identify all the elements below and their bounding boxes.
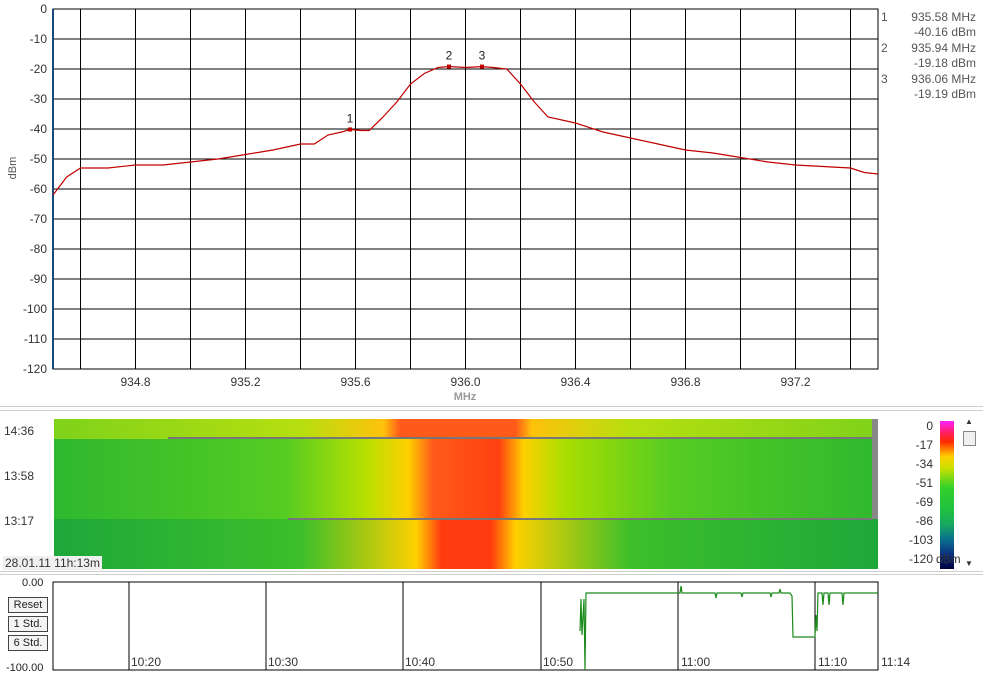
scale-label: -120 bbox=[908, 552, 933, 566]
y-tick-label: -70 bbox=[30, 212, 48, 226]
x-tick-label: 934.8 bbox=[120, 375, 150, 389]
marker-entry-1: 1 935.58 MHz -40.16 dBm bbox=[878, 10, 978, 41]
x-tick-label: 935.2 bbox=[230, 375, 260, 389]
y-tick-label: -30 bbox=[30, 92, 48, 106]
spectrum-chart[interactable]: dBm MHz 0 -10 -20 -30 -40 -50 -60 -70 -80 -90 -100… bbox=[0, 0, 880, 406]
history-time-label: 10:20 bbox=[131, 655, 162, 669]
marker-legend: 1 935.58 MHz -40.16 dBm 2 935.94 MHz -19… bbox=[878, 10, 978, 103]
scale-label: -103 bbox=[908, 533, 933, 547]
history-time-label: 11:14 bbox=[881, 655, 911, 669]
marker-point bbox=[447, 64, 451, 69]
marker-label: 1 bbox=[347, 111, 354, 125]
history-chart[interactable] bbox=[0, 575, 880, 683]
y-tick-label: -90 bbox=[30, 272, 48, 286]
scale-label: -86 bbox=[915, 514, 933, 528]
waterfall-date-label: 28.01.11 11h:13m bbox=[3, 556, 102, 570]
history-plot-frame bbox=[52, 581, 879, 671]
history-time-label: 10:40 bbox=[405, 655, 436, 669]
history-time-label: 11:00 bbox=[681, 655, 711, 669]
x-tick-label: 935.6 bbox=[340, 375, 370, 389]
history-trace bbox=[579, 585, 878, 671]
six-std-button[interactable]: 6 Std. bbox=[8, 635, 48, 651]
y-tick-label: -100 bbox=[23, 302, 47, 316]
marker-level: -19.18 dBm bbox=[913, 56, 976, 70]
spectrum-panel: dBm MHz 0 -10 -20 -30 -40 -50 -60 -70 -80 -90 -100… bbox=[0, 0, 983, 407]
marker-point bbox=[480, 64, 484, 69]
scale-unit: dBm bbox=[936, 552, 961, 566]
y-tick-label: -20 bbox=[30, 62, 48, 76]
marker-number: 3 bbox=[881, 72, 888, 86]
reset-button[interactable]: Reset bbox=[8, 597, 48, 613]
waterfall-band-top bbox=[54, 419, 878, 439]
y-tick-label: 0 bbox=[40, 2, 47, 16]
history-panel: 0.00 -100.00 Reset 1 Std. 6 Std. 10:20 1… bbox=[0, 574, 983, 683]
scale-label: -69 bbox=[915, 495, 933, 509]
x-axis-label: MHz bbox=[454, 391, 477, 403]
marker-frequency: 936.06 MHz bbox=[911, 72, 976, 86]
y-tick-label: -110 bbox=[24, 332, 47, 346]
marker-frequency: 935.94 MHz bbox=[911, 41, 976, 55]
one-std-button[interactable]: 1 Std. bbox=[8, 616, 48, 632]
waterfall-panel: 14:36 13:58 13:17 28.01.11 11h:13m 0 -17… bbox=[0, 410, 983, 572]
waterfall-time-label: 14:36 bbox=[4, 424, 35, 438]
history-time-label: 11:10 bbox=[818, 655, 848, 669]
waterfall-time-label: 13:58 bbox=[4, 469, 35, 483]
marker-point bbox=[348, 127, 352, 132]
x-tick-label: 936.0 bbox=[450, 375, 480, 389]
y-tick-label: -50 bbox=[30, 152, 48, 166]
y-tick-label: -10 bbox=[30, 32, 48, 46]
y-axis-label: dBm bbox=[7, 157, 19, 180]
waterfall-gap-edge bbox=[872, 419, 878, 519]
marker-number: 2 bbox=[881, 41, 888, 55]
y-tick-label: -40 bbox=[30, 122, 48, 136]
x-tick-label: 936.8 bbox=[670, 375, 700, 389]
history-y-top: 0.00 bbox=[22, 577, 44, 589]
color-scale bbox=[940, 421, 954, 569]
marker-frequency: 935.58 MHz bbox=[911, 10, 976, 24]
history-y-bottom: -100.00 bbox=[6, 662, 44, 674]
marker-number: 1 bbox=[881, 10, 888, 24]
x-tick-label: 937.2 bbox=[780, 375, 810, 389]
scroll-thumb[interactable] bbox=[963, 431, 976, 446]
y-tick-label: -80 bbox=[30, 242, 48, 256]
waterfall-display[interactable] bbox=[0, 411, 880, 571]
history-time-label: 10:50 bbox=[543, 655, 574, 669]
marker-level: -19.19 dBm bbox=[913, 87, 976, 101]
waterfall-band-mid bbox=[54, 439, 878, 519]
scale-label: -17 bbox=[915, 438, 933, 452]
scroll-down-arrow-icon[interactable]: ▼ bbox=[965, 559, 973, 568]
marker-entry-2: 2 935.94 MHz -19.18 dBm bbox=[878, 41, 978, 72]
x-tick-label: 936.4 bbox=[560, 375, 590, 389]
marker-label: 2 bbox=[446, 49, 453, 63]
marker-entry-3: 3 936.06 MHz -19.19 dBm bbox=[878, 72, 978, 103]
spectrum-trace bbox=[52, 65, 879, 196]
scroll-up-arrow-icon[interactable]: ▲ bbox=[965, 417, 973, 426]
scale-label: -34 bbox=[915, 457, 933, 471]
history-time-label: 10:30 bbox=[268, 655, 299, 669]
y-tick-label: -60 bbox=[30, 182, 48, 196]
waterfall-time-label: 13:17 bbox=[4, 514, 35, 528]
scale-scrollbar[interactable]: ▲ ▼ bbox=[962, 417, 976, 569]
y-tick-label: -120 bbox=[23, 362, 47, 376]
marker-level: -40.16 dBm bbox=[913, 25, 976, 39]
scale-label: -51 bbox=[915, 476, 933, 490]
waterfall-band-bottom bbox=[54, 519, 878, 569]
scale-label: 0 bbox=[926, 419, 933, 433]
marker-label: 3 bbox=[479, 49, 486, 63]
